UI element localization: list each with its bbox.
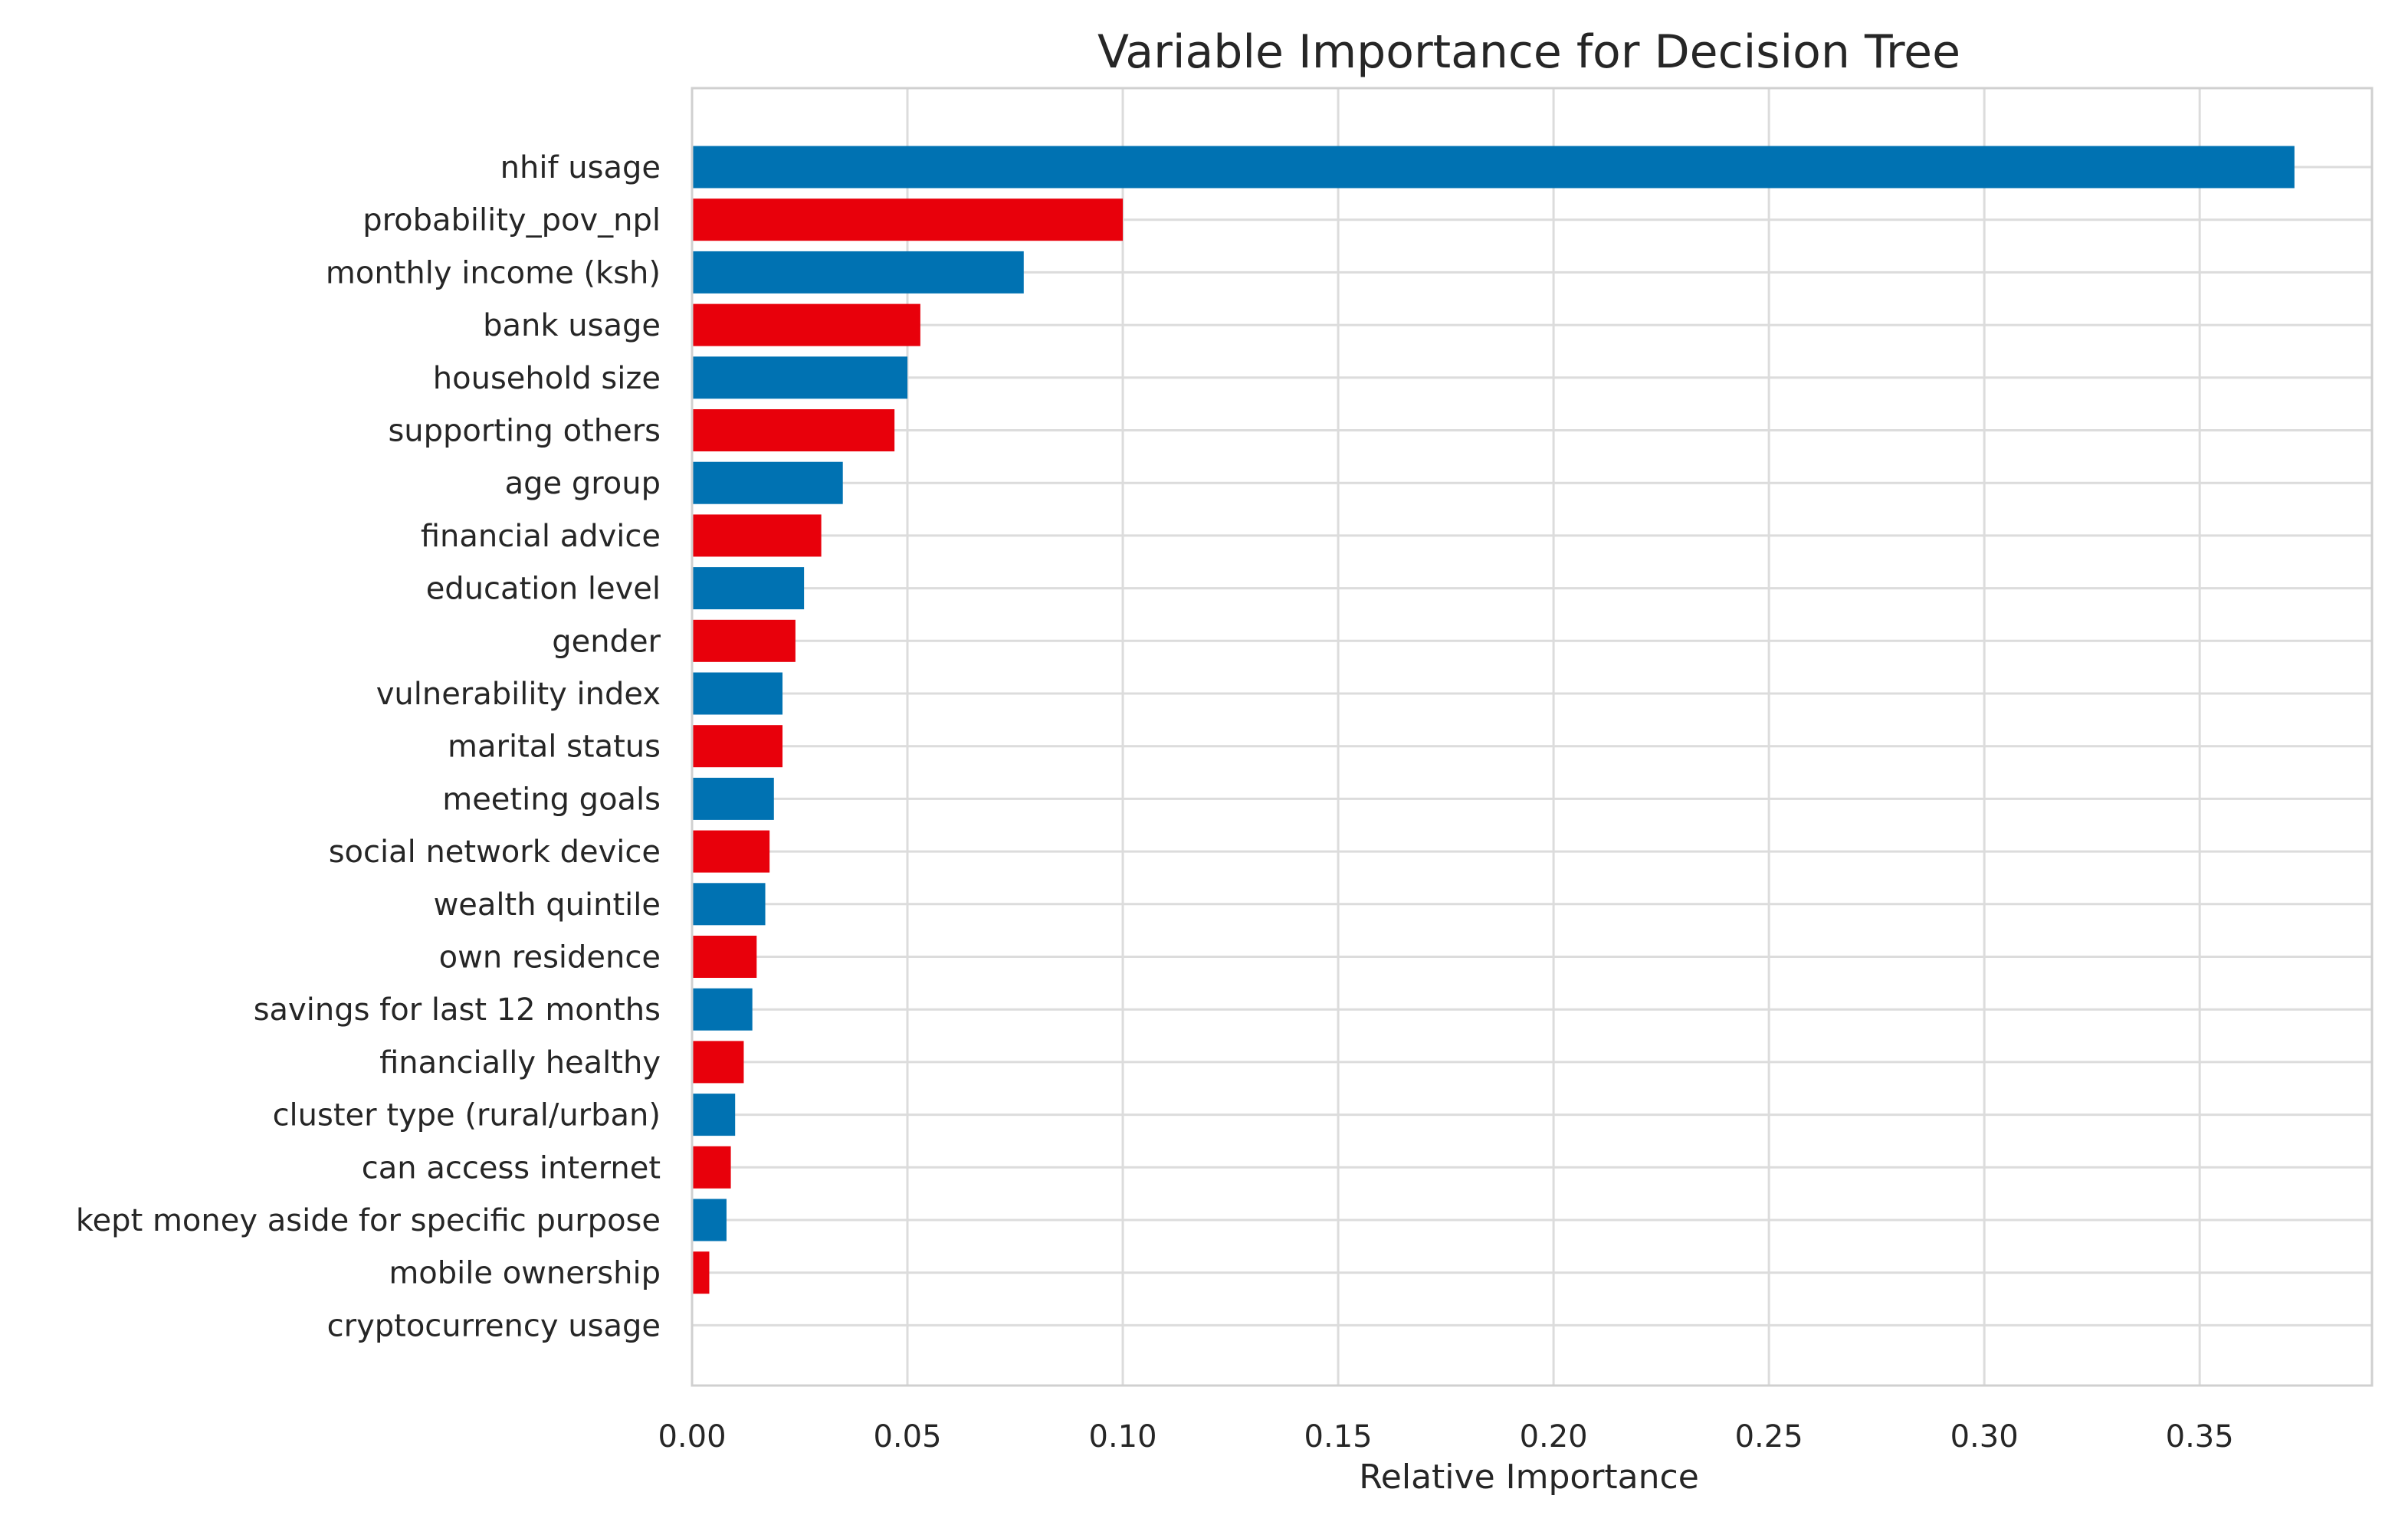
x-tick-label: 0.10 — [1089, 1419, 1157, 1454]
bar — [692, 830, 770, 873]
y-category-label: nhif usage — [500, 150, 661, 185]
y-category-label: education level — [426, 572, 661, 607]
y-category-label: wealth quintile — [434, 887, 661, 923]
bar — [692, 883, 766, 926]
y-category-label: meeting goals — [442, 782, 661, 817]
x-tick-label: 0.15 — [1304, 1419, 1373, 1454]
y-category-label: cryptocurrency usage — [327, 1308, 661, 1343]
x-tick-label: 0.25 — [1735, 1419, 1803, 1454]
x-tick-label: 0.30 — [1950, 1419, 2019, 1454]
bar — [692, 198, 1124, 241]
x-tick-label: 0.05 — [873, 1419, 941, 1454]
bar — [692, 409, 895, 451]
bar — [692, 619, 796, 662]
x-tick-label: 0.35 — [2166, 1419, 2234, 1454]
bar — [692, 567, 805, 610]
y-category-label: monthly income (ksh) — [326, 255, 661, 290]
x-tick-label: 0.00 — [658, 1419, 726, 1454]
bars — [692, 146, 2295, 1294]
y-category-label: financially healthy — [379, 1045, 661, 1081]
bar — [692, 251, 1024, 294]
bar — [692, 1041, 744, 1084]
y-category-label: social network device — [329, 835, 661, 870]
bar — [692, 356, 908, 399]
y-category-label: supporting others — [388, 414, 661, 449]
bar — [692, 1146, 731, 1189]
bar — [692, 777, 774, 820]
y-category-label: vulnerability index — [376, 677, 661, 712]
gridlines — [691, 88, 2372, 1386]
bar — [692, 672, 783, 715]
bar — [692, 936, 757, 978]
bar — [692, 1251, 710, 1294]
y-category-label: mobile ownership — [389, 1256, 661, 1291]
bar — [692, 988, 753, 1031]
y-category-label: can access internet — [362, 1150, 661, 1186]
bar — [692, 1199, 727, 1241]
bar — [692, 1094, 736, 1136]
bar — [692, 725, 783, 768]
y-category-label: probability_pov_npl — [363, 203, 661, 238]
x-tick-label: 0.20 — [1520, 1419, 1588, 1454]
bar — [692, 514, 822, 557]
y-category-label: bank usage — [483, 308, 661, 343]
bar — [692, 303, 920, 346]
x-axis-label: Relative Importance — [1359, 1458, 1699, 1497]
y-category-label: cluster type (rural/urban) — [273, 1098, 661, 1133]
y-category-label: own residence — [439, 940, 661, 976]
chart-title: Variable Importance for Decision Tree — [1097, 25, 1960, 79]
y-category-label: gender — [552, 624, 661, 659]
bar — [692, 146, 2295, 189]
y-category-label: financial advice — [421, 519, 661, 554]
plot-frame — [691, 87, 2374, 1387]
y-category-label: kept money aside for specific purpose — [76, 1203, 661, 1238]
y-category-label: savings for last 12 months — [254, 992, 661, 1028]
y-category-label: household size — [433, 361, 661, 396]
y-category-label: age group — [505, 466, 661, 501]
x-axis-tick-labels: 0.00 0.05 0.10 0.15 0.20 0.25 0.30 0.35 — [658, 1419, 2233, 1454]
bar — [692, 461, 843, 504]
y-category-label: marital status — [448, 730, 661, 765]
